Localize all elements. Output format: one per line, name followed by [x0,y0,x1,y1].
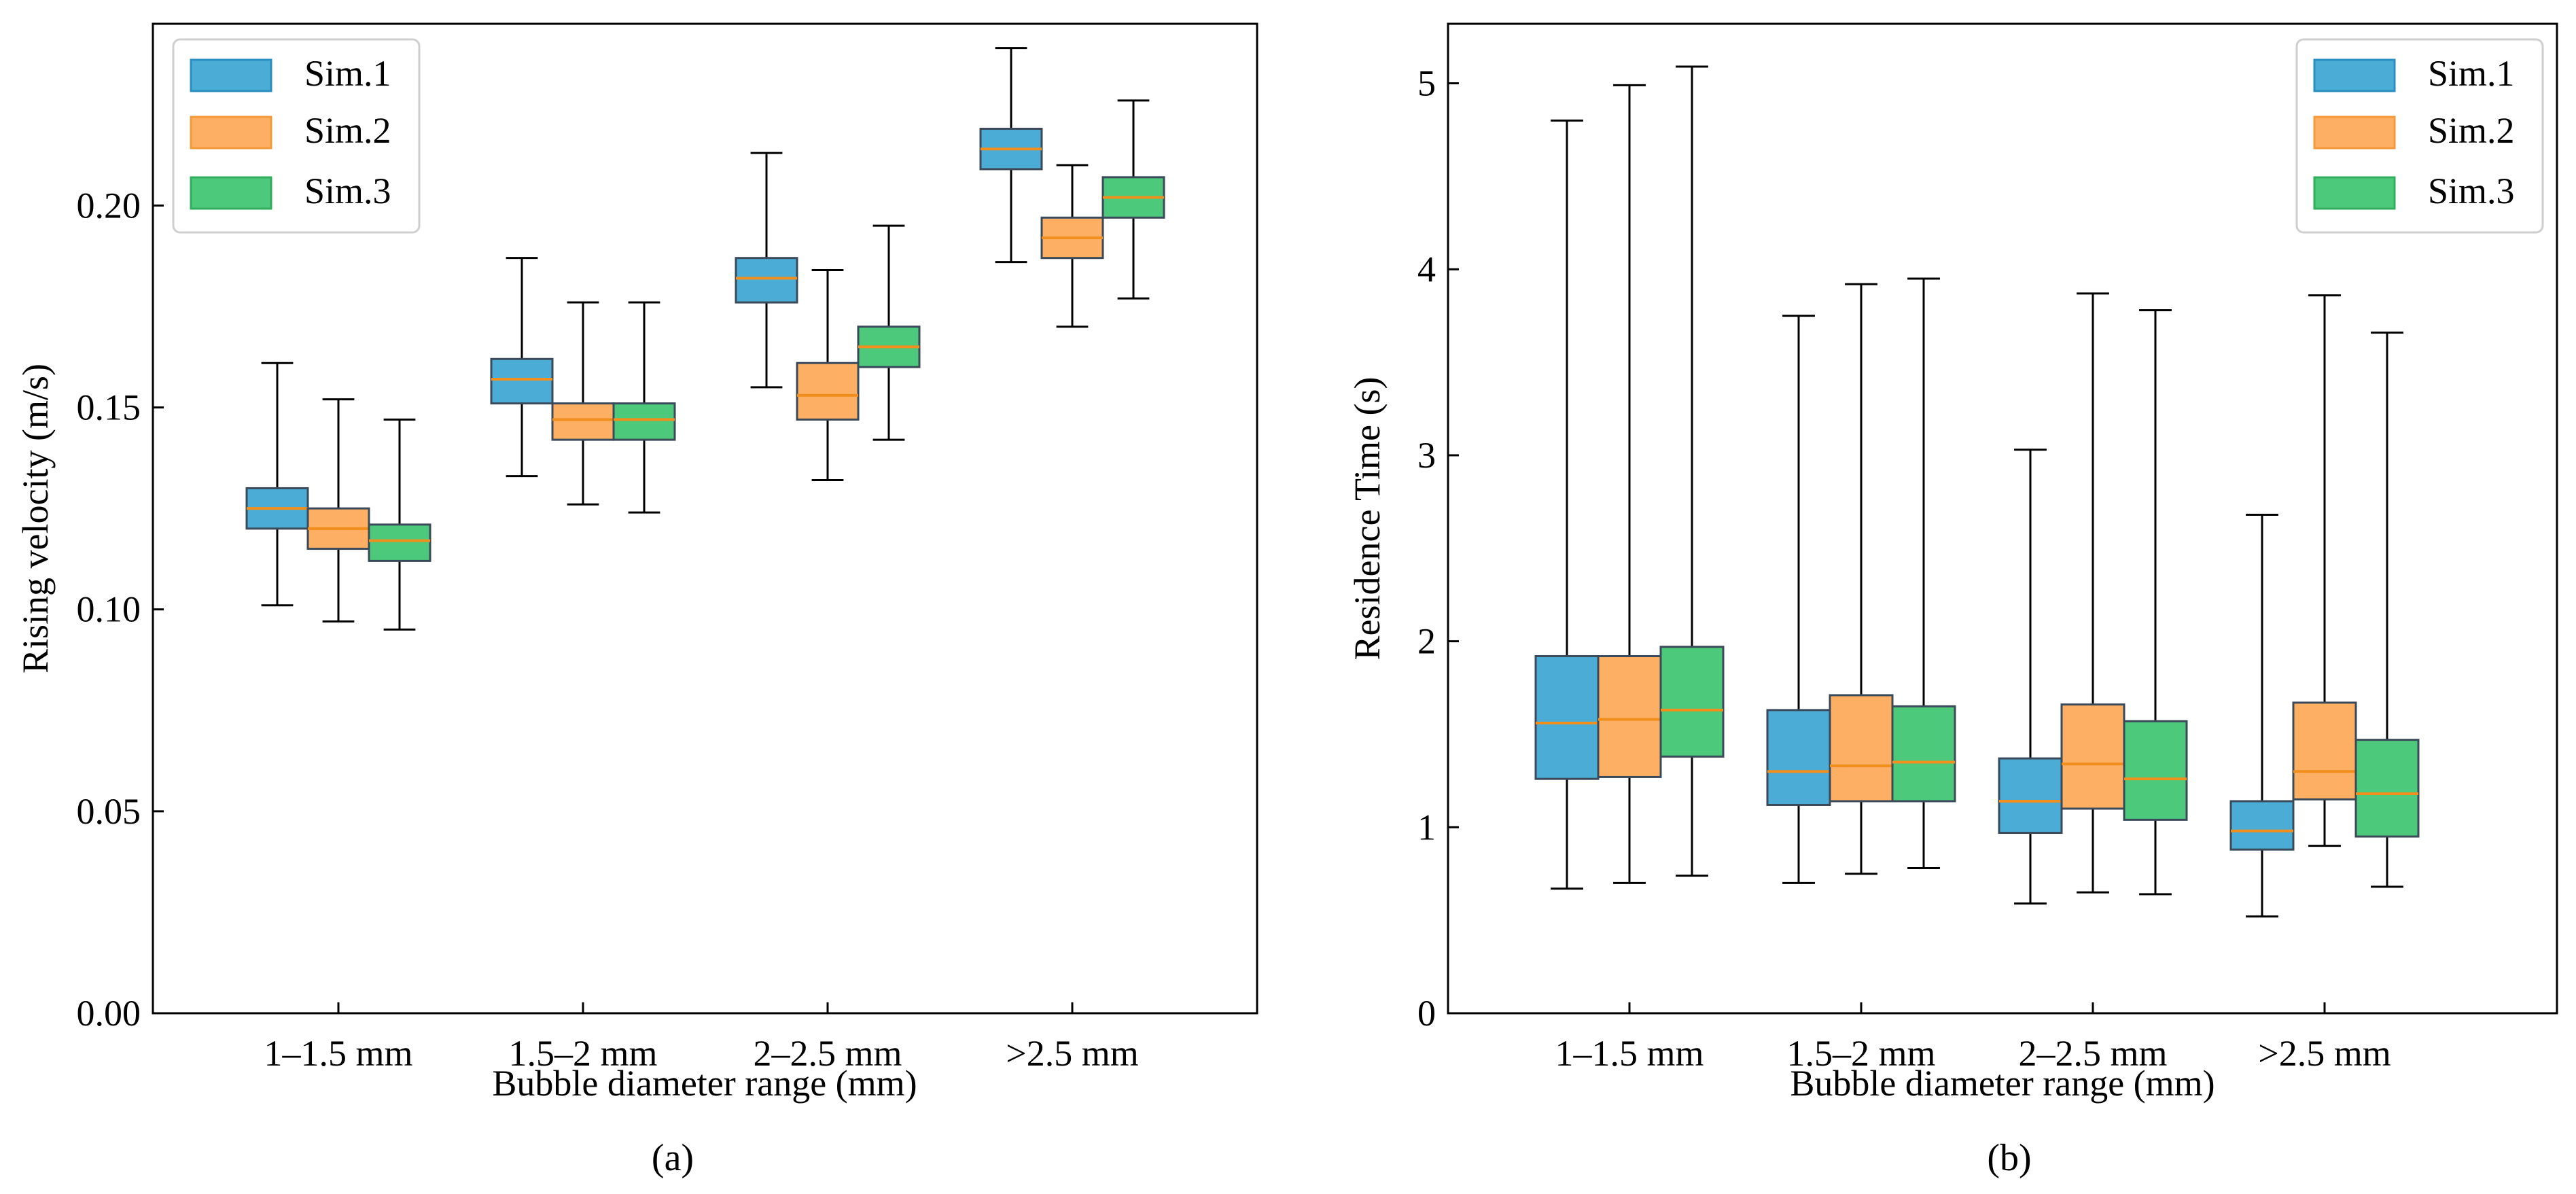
panel-a-boxes [245,47,1165,631]
box-sim1-0 [245,362,309,607]
box-iqr [2354,739,2420,838]
box-iqr [1998,757,2063,835]
box-iqr [2292,701,2357,801]
y-tick-label: 3 [1417,435,1436,476]
box-sim3-1 [1891,277,1956,870]
box-sim1-0 [1534,119,1600,890]
box-iqr [551,402,615,441]
x-tick-label: 2–2.5 mm [753,1033,902,1074]
y-tick-label: 0 [1417,993,1436,1034]
x-tick-label: 1–1.5 mm [1555,1033,1704,1074]
x-tick-label: 2–2.5 mm [2018,1033,2167,1074]
legend-label-sim3: Sim.3 [304,171,391,211]
box-iqr [2060,703,2125,810]
box-sim3-3 [2354,331,2420,888]
legend-swatch-sim1 [2313,58,2396,92]
box-iqr [1766,709,1831,806]
box-iqr [2123,720,2188,821]
legend-swatch-sim3 [2313,176,2396,210]
box-sim1-1 [490,257,554,478]
y-tick-label: 1 [1417,807,1436,847]
box-sim2-1 [551,301,615,506]
panel-a-label: (a) [652,1137,694,1179]
legend-swatch-sim3 [190,176,272,210]
panel-a-x-ticks: 1–1.5 mm 1.5–2 mm 2–2.5 mm >2.5 mm [264,1002,1139,1074]
box-sim1-2 [1998,449,2063,905]
y-tick-label: 0.20 [77,185,141,226]
box-iqr [1829,694,1894,803]
box-sim2-0 [306,398,370,623]
panel-b-boxes [1534,65,2420,918]
box-sim3-1 [612,301,676,514]
box-sim2-0 [1597,84,1662,884]
legend-swatch-sim2 [2313,116,2396,150]
panel-b-plot-frame [1447,22,2558,1015]
panel-b-legend: Sim.1 Sim.2 Sim.3 [2295,38,2544,234]
box-iqr [1534,655,1600,780]
panel-a-y-axis-label: Rising velocity (m/s) [15,364,56,673]
x-tick-label: 1–1.5 mm [264,1033,412,1074]
legend-label-sim2: Sim.2 [304,110,391,151]
box-sim3-2 [857,224,921,441]
box-sim3-2 [2123,309,2188,896]
box-iqr [1597,655,1662,778]
box-sim3-0 [1659,65,1725,877]
x-tick-label: 1.5–2 mm [1786,1033,1935,1074]
panel-a-plot-frame [152,22,1258,1015]
box-iqr [1659,646,1725,758]
panel-b-x-axis-label: Bubble diameter range (mm) [1790,1063,2215,1104]
legend-label-sim2: Sim.2 [2428,110,2515,151]
legend-swatch-sim2 [190,116,272,150]
box-sim2-3 [1040,164,1104,328]
x-tick-label: 1.5–2 mm [508,1033,657,1074]
x-tick-label: >2.5 mm [2258,1033,2390,1074]
y-tick-label: 0.10 [77,589,141,630]
box-iqr [612,402,676,441]
panel-a-y-ticks: 0.00 0.05 0.10 0.15 0.20 [77,185,164,1034]
y-tick-label: 0.00 [77,993,141,1034]
y-tick-label: 5 [1417,63,1436,104]
legend-swatch-sim1 [190,58,272,92]
y-tick-label: 0.05 [77,791,141,832]
legend-label-sim1: Sim.1 [2428,53,2515,94]
panel-b-residence-time: 0 1 2 3 4 5 1–1.5 mm 1.5–2 mm 2–2.5 mm >2.5 mm B… [1347,22,2558,1179]
box-iqr [368,523,431,562]
y-tick-label: 2 [1417,621,1436,662]
box-sim2-3 [2292,294,2357,847]
x-tick-label: >2.5 mm [1006,1033,1138,1074]
box-sim2-2 [2060,292,2125,894]
legend-label-sim3: Sim.3 [2428,171,2515,211]
box-sim2-2 [796,269,860,482]
box-sim1-3 [2229,514,2295,918]
panel-b-x-ticks: 1–1.5 mm 1.5–2 mm 2–2.5 mm >2.5 mm [1555,1002,2391,1074]
box-sim2-1 [1829,283,1894,875]
panel-b-y-axis-label: Residence Time (s) [1347,377,1388,661]
box-iqr [490,357,554,405]
box-iqr [735,257,798,304]
box-iqr [1891,705,1956,803]
box-iqr [2229,800,2295,851]
panel-b-y-ticks: 0 1 2 3 4 5 [1417,63,1459,1034]
panel-a-x-axis-label: Bubble diameter range (mm) [492,1063,917,1104]
box-sim3-0 [368,418,431,631]
y-tick-label: 4 [1417,249,1436,289]
box-sim1-3 [979,47,1043,264]
box-sim1-2 [735,152,798,389]
panel-a-legend: Sim.1 Sim.2 Sim.3 [172,38,421,234]
panel-b-label: (b) [1987,1137,2031,1179]
legend-label-sim1: Sim.1 [304,53,391,94]
box-iqr [796,362,860,421]
y-tick-label: 0.15 [77,387,141,428]
box-sim3-3 [1101,99,1165,300]
box-sim1-1 [1766,315,1831,884]
panel-a-rising-velocity: 0.00 0.05 0.10 0.15 0.20 1–1.5 mm 1.5–2 mm 2–2… [15,22,1258,1179]
